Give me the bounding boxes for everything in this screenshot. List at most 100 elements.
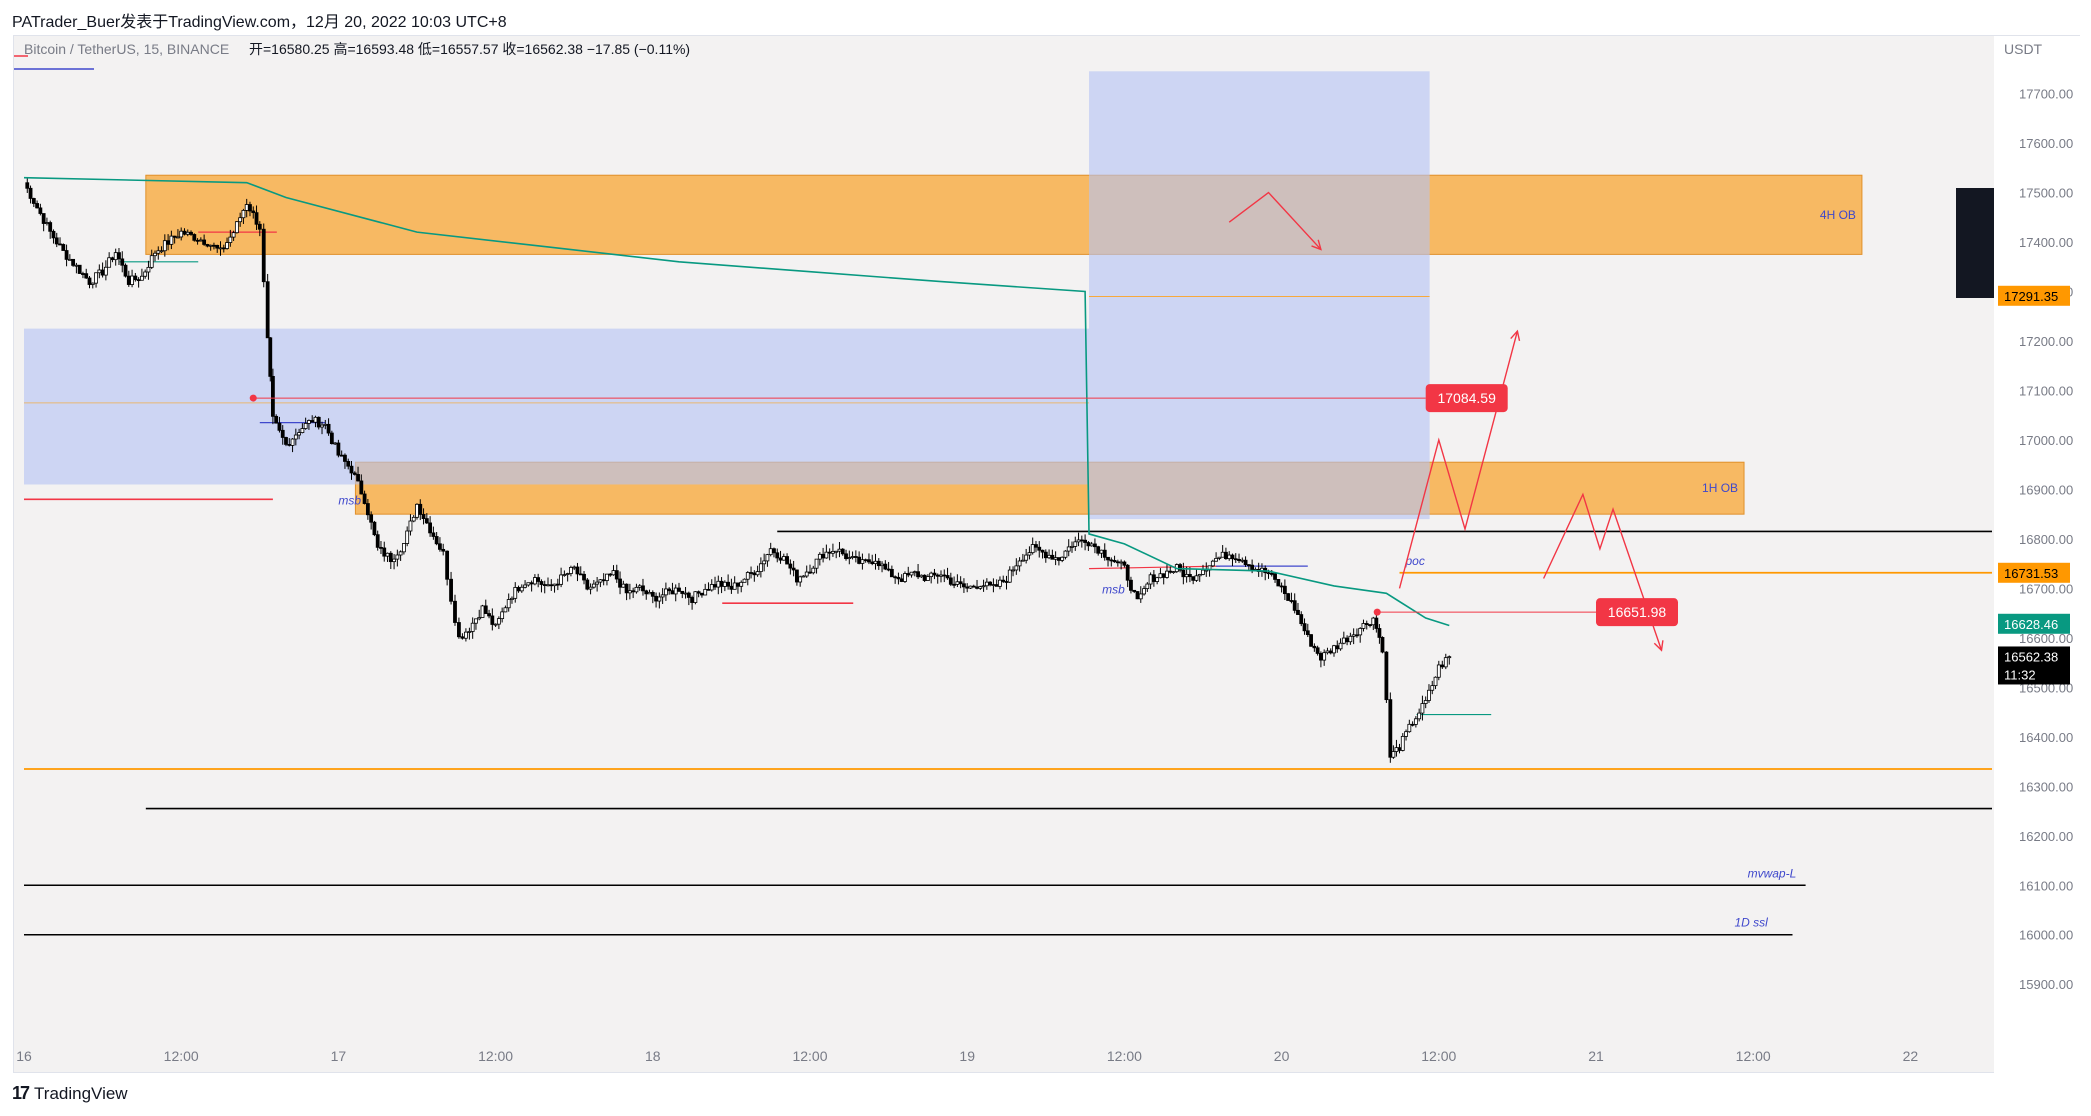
candle-body	[644, 590, 649, 595]
candle-body	[939, 574, 943, 577]
candle-body	[552, 583, 557, 587]
callout-box	[1596, 598, 1678, 627]
candle-body	[320, 424, 324, 428]
candle-body	[268, 337, 273, 377]
candle-body	[660, 594, 665, 598]
candle-body	[493, 623, 498, 626]
candle-body	[1335, 645, 1340, 650]
candle-body	[228, 236, 233, 243]
chart-panel[interactable]: 4H OB 1H OB mvwap-L 1D ssl poc msb msb 17084.…	[13, 35, 2081, 1074]
candle-body	[248, 204, 252, 212]
candle-body	[48, 222, 53, 232]
candle-body	[654, 595, 658, 602]
level-label: 1D ssl	[1735, 916, 1769, 930]
candle-body	[1358, 628, 1363, 636]
candle-body	[1158, 573, 1163, 579]
candle-body	[369, 514, 374, 523]
candle-body	[831, 551, 835, 554]
candle-body	[140, 275, 144, 281]
candle-body	[575, 566, 580, 575]
time-tick-label: 12:00	[1107, 1048, 1142, 1064]
candle-body	[804, 571, 809, 577]
candle-body	[916, 571, 920, 578]
candle-body	[1001, 579, 1006, 582]
candle-body	[1400, 735, 1405, 751]
candle-body	[1322, 652, 1327, 661]
candle-body	[519, 586, 524, 592]
price-tag-value: 16628.46	[2004, 617, 2058, 632]
candle-body	[1079, 539, 1084, 542]
price-axis[interactable]: 17700.0017600.0017500.0017400.0017300.00…	[1994, 36, 2081, 1074]
zones-layer: 4H OB 1H OB	[24, 71, 1863, 520]
candle-body	[339, 454, 344, 457]
candle-body	[762, 560, 767, 565]
candle-body	[1351, 634, 1356, 637]
candle-body	[441, 548, 446, 552]
callout-dot	[249, 394, 257, 402]
candle-body	[752, 572, 757, 576]
time-axis[interactable]: 16 12:00 17 12:00 18 12:00 19 12:00 20 12:00 21 12:…	[16, 1048, 1918, 1064]
candle-body	[1011, 569, 1015, 572]
candle-body	[1168, 570, 1173, 573]
candle-body	[608, 573, 613, 576]
projection-path-2	[1542, 492, 1663, 651]
candle-body	[153, 252, 157, 257]
candle-body	[588, 586, 593, 590]
candle-body	[742, 578, 747, 583]
candle-body	[555, 583, 560, 586]
candle-body	[379, 546, 383, 549]
candle-body	[1447, 656, 1452, 659]
candle-body	[1240, 559, 1245, 562]
candle-body	[1276, 579, 1281, 587]
candle-body	[1325, 650, 1330, 654]
candle-body	[611, 570, 616, 576]
price-tick-label: 17100.00	[2019, 383, 2073, 398]
candle-body	[395, 554, 400, 560]
time-tick-label: 12:00	[1736, 1048, 1771, 1064]
publisher-header: PATrader_Buer发表于TradingView.com，12月 20, …	[12, 14, 507, 31]
candle-body	[1214, 558, 1218, 562]
level-label: mvwap-L	[1748, 866, 1797, 880]
price-tick-label: 16900.00	[2019, 482, 2073, 497]
candle-body	[431, 532, 436, 537]
candle-body	[418, 503, 423, 515]
candle-body	[300, 428, 305, 433]
candle-body	[703, 588, 708, 596]
candle-body	[693, 591, 698, 603]
candle-body	[251, 210, 256, 214]
price-countdown: 11:32	[2004, 667, 2036, 682]
price-chart[interactable]: 4H OB 1H OB mvwap-L 1D ssl poc msb msb 17084.…	[14, 36, 2081, 1074]
candle-body	[781, 556, 786, 561]
candle-body	[405, 530, 410, 544]
candle-body	[791, 567, 796, 571]
candle-body	[1364, 623, 1369, 626]
candle-body	[1034, 544, 1038, 548]
candle-body	[54, 237, 59, 245]
candle-body	[667, 588, 672, 592]
candle-body	[1289, 600, 1294, 602]
candle-body	[346, 461, 351, 467]
candle-body	[316, 416, 321, 428]
candle-body	[136, 279, 141, 282]
candle-body	[1106, 556, 1110, 561]
projection-path-0	[1228, 191, 1322, 250]
candle-body	[64, 250, 69, 260]
candle-body	[955, 581, 960, 585]
candle-body	[100, 269, 105, 276]
candle-body	[307, 420, 311, 424]
candle-body	[159, 250, 164, 253]
candle-body	[313, 416, 318, 423]
zone-3	[1089, 71, 1430, 520]
candle-body	[785, 556, 789, 565]
candle-body	[500, 611, 505, 620]
candle-body	[549, 584, 554, 587]
candle-body	[788, 563, 793, 569]
candle-body	[1380, 637, 1385, 653]
time-tick-label: 12:00	[1421, 1048, 1456, 1064]
candle-body	[467, 631, 472, 633]
price-tag	[1998, 613, 2070, 634]
candle-body	[1007, 569, 1012, 583]
time-tick-label: 12:00	[164, 1048, 199, 1064]
candle-body	[202, 239, 207, 245]
candle-body	[356, 474, 360, 482]
